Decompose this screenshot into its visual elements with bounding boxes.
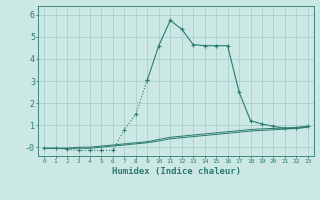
X-axis label: Humidex (Indice chaleur): Humidex (Indice chaleur) (111, 167, 241, 176)
